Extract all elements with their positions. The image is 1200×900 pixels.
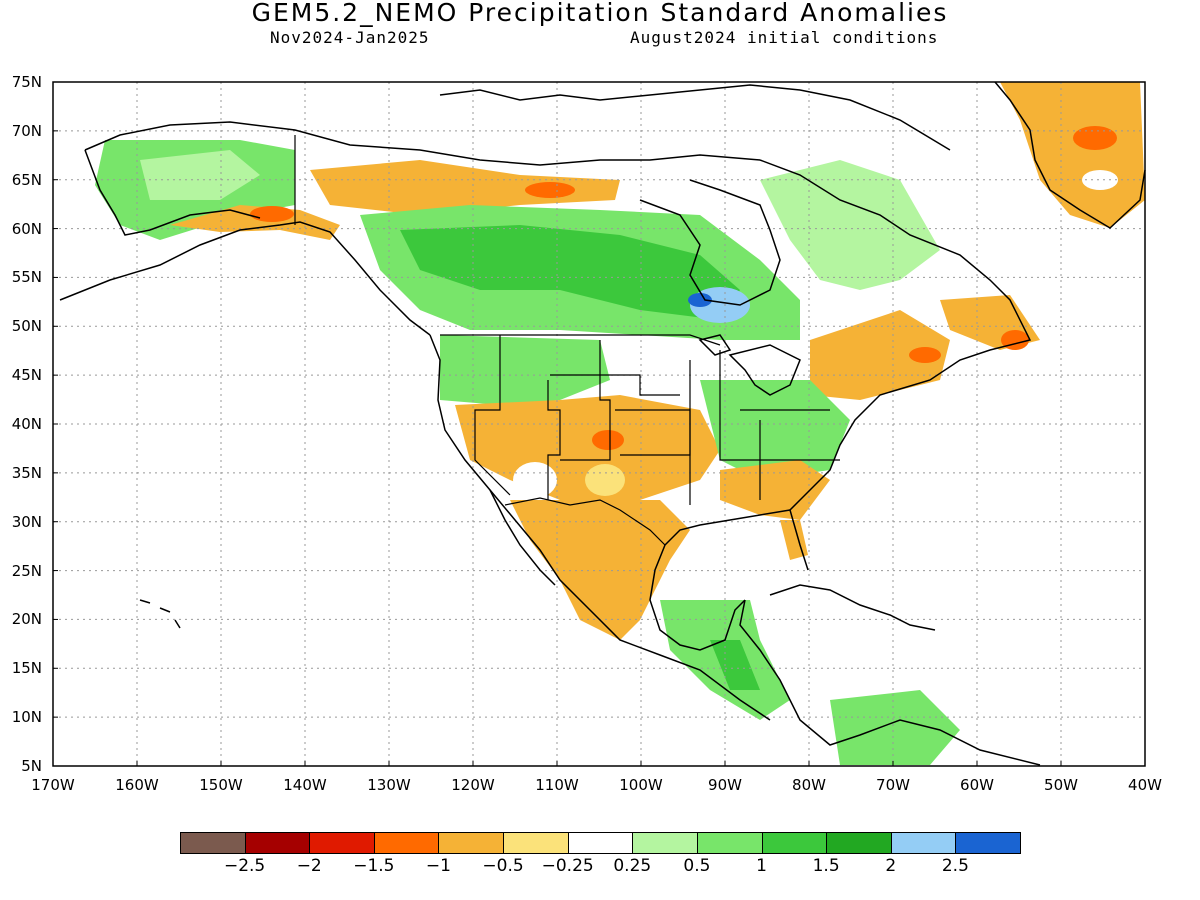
longitude-label: 90W <box>708 776 742 794</box>
latitude-label: 65N <box>11 170 42 189</box>
latitude-label: 40N <box>11 415 42 433</box>
latitude-label: 15N <box>11 659 42 678</box>
colorbar-label: −1.5 <box>353 856 395 876</box>
forecast-period: Nov2024-Jan2025 <box>270 28 430 47</box>
anomaly-region <box>1082 170 1118 190</box>
longitude-label: 170W <box>31 776 75 794</box>
anomaly-region <box>513 462 557 498</box>
longitude-label: 150W <box>199 776 243 794</box>
longitude-label: 140W <box>283 776 327 794</box>
anomaly-region <box>830 690 960 765</box>
longitude-label: 100W <box>619 776 663 794</box>
anomaly-region <box>720 460 830 520</box>
colorbar-label: −2 <box>296 856 322 876</box>
political-borders <box>294 135 840 546</box>
latitude-label: 20N <box>11 610 42 629</box>
anomaly-region <box>400 225 740 320</box>
anomaly-region <box>810 310 950 400</box>
colorbar-swatch <box>632 832 698 854</box>
colorbar-swatch <box>761 832 828 854</box>
anomaly-region <box>760 160 940 290</box>
longitude-label: 50W <box>1044 776 1078 794</box>
latitude-label: 25N <box>11 561 42 580</box>
latitude-label: 55N <box>11 268 42 287</box>
anomaly-region <box>1073 126 1117 150</box>
anomaly-region <box>250 206 294 222</box>
colorbar-swatch <box>826 832 892 854</box>
latitude-label: 10N <box>11 708 42 727</box>
longitude-label: 40W <box>1128 776 1162 794</box>
map-frame <box>52 81 1146 767</box>
anomaly-region <box>1001 330 1029 350</box>
colorbar-label: −1 <box>425 856 451 876</box>
longitude-label: 110W <box>535 776 579 794</box>
latitude-label: 60N <box>11 219 42 238</box>
colorbar-label: 1 <box>756 856 767 876</box>
colorbar-label: −2.5 <box>223 856 266 876</box>
colorbar-swatch <box>309 832 375 854</box>
colorbar-label: 2 <box>885 856 897 876</box>
longitude-label: 120W <box>451 776 495 794</box>
colorbar-label: −0.25 <box>541 856 594 876</box>
coastlines <box>59 81 1146 766</box>
latitude-label: 45N <box>11 366 42 385</box>
longitude-label: 60W <box>960 776 994 794</box>
colorbar-swatch <box>180 832 246 854</box>
colorbar-swatch <box>244 832 311 854</box>
anomaly-region <box>592 430 624 450</box>
colorbar-swatch <box>503 832 569 854</box>
anomaly-fields <box>95 82 1145 765</box>
colorbar-swatch <box>373 832 440 854</box>
anomaly-region <box>170 205 340 240</box>
anomaly-region <box>700 380 850 480</box>
latitude-label: 30N <box>11 512 42 531</box>
latitude-label: 75N <box>11 73 42 91</box>
initial-conditions: August2024 initial conditions <box>630 28 939 47</box>
anomaly-region <box>310 160 620 215</box>
colorbar-swatch <box>438 832 505 854</box>
lat-lon-grid <box>52 81 1146 767</box>
longitude-label: 70W <box>876 776 910 794</box>
colorbar-label: −0.5 <box>482 856 524 876</box>
colorbar-swatch <box>567 832 634 854</box>
colorbar-label: 2.5 <box>941 856 969 876</box>
colorbar-swatch <box>696 832 763 854</box>
colorbar-label: 0.25 <box>613 856 652 876</box>
anomaly-region <box>510 500 690 640</box>
latitude-label: 5N <box>21 757 42 775</box>
longitude-label: 130W <box>367 776 411 794</box>
colorbar-swatch <box>955 832 1021 854</box>
anomaly-region <box>585 464 625 496</box>
anomaly-region <box>688 293 712 307</box>
colorbar-swatch <box>890 832 957 854</box>
longitude-label: 160W <box>115 776 159 794</box>
colorbar-label: 0.5 <box>683 856 711 876</box>
map-title: GEM5.2_NEMO Precipitation Standard Anoma… <box>251 0 949 27</box>
anomaly-region <box>909 347 941 363</box>
colorbar-label: 1.5 <box>812 856 840 876</box>
anomaly-region <box>140 150 260 200</box>
anomaly-region <box>440 335 610 405</box>
anomaly-region <box>710 640 760 690</box>
anomaly-region <box>1000 82 1145 228</box>
latitude-label: 70N <box>11 121 42 140</box>
latitude-label: 50N <box>11 317 42 336</box>
anomaly-region <box>525 182 575 198</box>
longitude-label: 80W <box>792 776 826 794</box>
latitude-label: 35N <box>11 463 42 482</box>
